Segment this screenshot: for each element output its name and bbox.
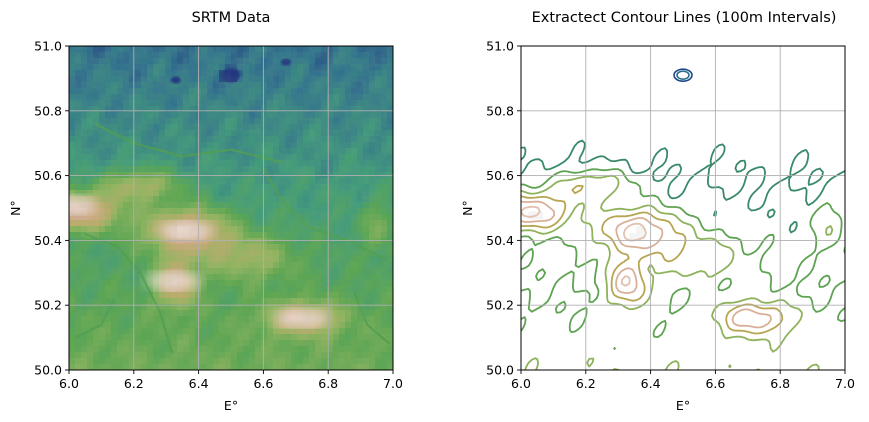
depression-contour [673, 68, 693, 82]
srtm-xtick-label: 6.6 [253, 376, 273, 391]
srtm-frame [68, 45, 394, 371]
srtm-xtick-label: 6.4 [189, 376, 209, 391]
srtm-xtick-label: 6.0 [59, 376, 79, 391]
contour-ytick-label: 50.4 [486, 233, 514, 248]
srtm-xtick-label: 7.0 [383, 376, 403, 391]
contour-ytick-label: 50.8 [486, 103, 514, 118]
contour-title: Extractect Contour Lines (100m Intervals… [532, 10, 837, 26]
contour-xlabel: E° [676, 398, 690, 413]
contour-ytick-label: 50.2 [486, 298, 514, 313]
contour-xtick-label: 6.4 [641, 376, 661, 391]
srtm-title: SRTM Data [192, 10, 271, 26]
contour-xtick-label: 6.0 [511, 376, 531, 391]
srtm-xtick-label: 6.8 [318, 376, 338, 391]
contour-level-100 [521, 139, 845, 234]
srtm-ytick-label: 50.4 [34, 233, 62, 248]
contour-xtick-label: 7.0 [835, 376, 855, 391]
depression-contour [676, 70, 690, 80]
srtm-ylabel: N° [8, 200, 23, 216]
srtm-panel: SRTM Data 6.0 6.2 6.4 6.6 6.8 7.0 50.0 50.2 50.4… [8, 10, 403, 413]
contour-ylabel: N° [460, 200, 475, 216]
contour-xtick-label: 6.8 [770, 376, 790, 391]
srtm-raster [69, 46, 393, 370]
srtm-ytick-label: 50.6 [34, 168, 62, 183]
srtm-xtick-label: 6.2 [124, 376, 144, 391]
srtm-xlabel: E° [224, 398, 238, 413]
highland-fill [636, 233, 644, 241]
srtm-ytick-label: 50.2 [34, 298, 62, 313]
contour-level-600 [521, 205, 647, 287]
highland-fill [636, 226, 644, 234]
contour-ytick-label: 50.0 [486, 363, 514, 378]
contour-panel: Extractect Contour Lines (100m Intervals… [460, 10, 855, 413]
contour-level-500 [521, 200, 772, 329]
contour-level-200 [521, 168, 845, 350]
srtm-ytick-label: 50.0 [34, 363, 62, 378]
highland-fill [535, 211, 544, 220]
contour-ticks: 6.0 6.2 6.4 6.6 6.8 7.0 50.0 50.2 50.4 50.6 50.8 51… [486, 39, 855, 392]
highland-fill [528, 211, 536, 220]
contour-frame [520, 45, 846, 371]
highland-fill [629, 233, 637, 241]
contour-ytick-label: 50.6 [486, 168, 514, 183]
contour-lines [521, 46, 845, 370]
srtm-ytick-label: 50.8 [34, 103, 62, 118]
contour-ytick-label: 51.0 [486, 39, 514, 54]
contour-xtick-label: 6.2 [576, 376, 596, 391]
srtm-ytick-label: 51.0 [34, 39, 62, 54]
srtm-ticks: 6.0 6.2 6.4 6.6 6.8 7.0 50.0 50.2 50.4 50.6 50.8 51… [34, 39, 403, 392]
contour-xtick-label: 6.6 [705, 376, 725, 391]
